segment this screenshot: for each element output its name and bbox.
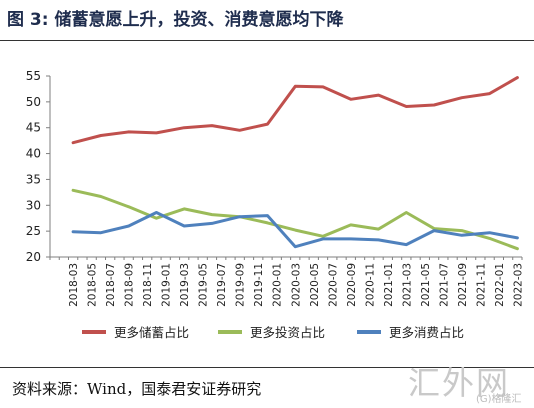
x-tick-label: 2018-07 xyxy=(105,263,117,307)
x-tick-label: 2022-03 xyxy=(512,263,524,307)
y-tick-label: 25 xyxy=(26,224,41,238)
x-tick-label: 2019-07 xyxy=(216,263,228,307)
x-tick-label: 2022-01 xyxy=(494,263,506,307)
figure-title: 图 3: 储蓄意愿上升，投资、消费意愿均下降 xyxy=(7,10,344,30)
x-tick-label: 2021-09 xyxy=(457,263,469,307)
x-tick-label: 2020-07 xyxy=(327,263,339,307)
y-tick-label: 50 xyxy=(26,95,41,109)
x-tick-label: 2018-05 xyxy=(87,263,99,307)
x-tick-label: 2021-11 xyxy=(475,263,487,307)
x-tick-label: 2018-11 xyxy=(142,263,154,307)
x-tick-label: 2018-09 xyxy=(124,263,136,307)
x-tick-label: 2019-11 xyxy=(253,263,265,307)
series-line xyxy=(71,188,519,251)
x-tick-label: 2020-09 xyxy=(346,263,358,307)
bottom-rule xyxy=(0,367,534,368)
y-tick-label: 45 xyxy=(26,121,41,135)
y-tick-label: 35 xyxy=(26,172,41,186)
y-tick-labels: 20 25 30 35 40 45 50 55 xyxy=(26,69,41,264)
title-rule xyxy=(0,40,534,41)
x-tick-label: 2019-01 xyxy=(161,263,173,307)
x-tick-label: 2019-05 xyxy=(198,263,210,307)
legend-label: 更多消费占比 xyxy=(389,325,464,340)
x-tick-label: 2021-03 xyxy=(401,263,413,307)
y-tick-label: 55 xyxy=(26,69,41,83)
x-tick-label: 2021-01 xyxy=(383,263,395,307)
legend-label: 更多投资占比 xyxy=(250,325,325,340)
x-tick-label: 2021-07 xyxy=(438,263,450,307)
y-tick-label: 40 xyxy=(26,147,41,161)
x-tick-labels: 2018-03 2018-05 2018-07 2018-09 2018-11 2019-… xyxy=(68,263,524,307)
x-tick-label: 2020-03 xyxy=(290,263,302,307)
x-tick-label: 2019-03 xyxy=(179,263,191,307)
source-note: 资料来源：Wind，国泰君安证券研究 xyxy=(12,380,262,398)
x-tick-label: 2021-05 xyxy=(420,263,432,307)
x-tick-label: 2018-03 xyxy=(68,263,80,307)
series-lines xyxy=(71,76,519,251)
legend-label: 更多储蓄占比 xyxy=(114,325,189,340)
y-tick-label: 20 xyxy=(26,250,41,264)
x-tick-label: 2020-01 xyxy=(272,263,284,307)
watermark-sub: (G)格隆汇 xyxy=(476,394,522,405)
x-tick-label: 2019-09 xyxy=(235,263,247,307)
x-tick-label: 2020-05 xyxy=(309,263,321,307)
series-line xyxy=(71,76,519,145)
chart-legend: 更多储蓄占比 更多投资占比 更多消费占比 xyxy=(82,325,464,340)
series-line xyxy=(71,211,519,249)
watermark-logo: 汇外网 xyxy=(408,364,511,402)
y-tick-label: 30 xyxy=(26,198,41,212)
chart-axes xyxy=(46,75,523,260)
x-tick-label: 2020-11 xyxy=(364,263,376,307)
